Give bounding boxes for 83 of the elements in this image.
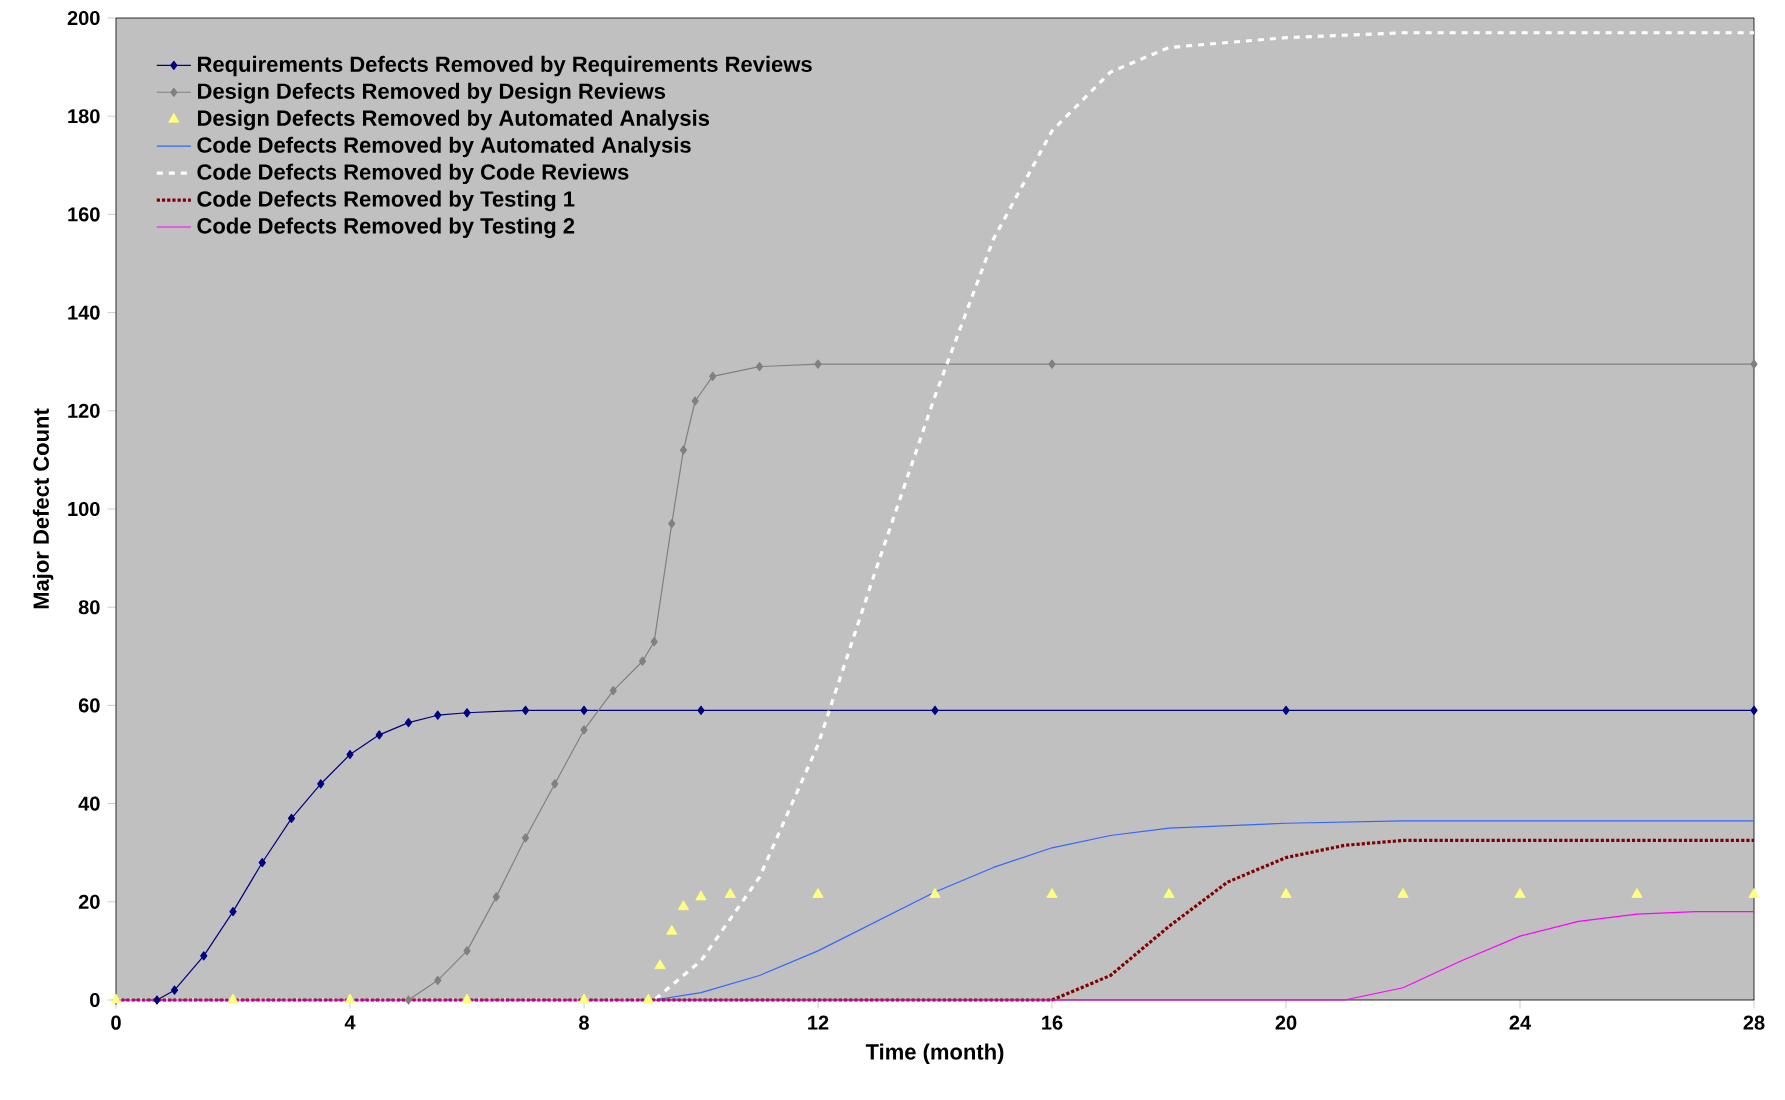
x-tick-label: 24 <box>1509 1015 1532 1030</box>
y-tick-label: 40 <box>78 796 100 811</box>
y-tick-label: 80 <box>78 600 100 615</box>
y-tick-label: 20 <box>78 894 100 909</box>
point <box>317 779 325 789</box>
point <box>650 636 658 647</box>
point <box>229 907 237 917</box>
point <box>404 995 413 1005</box>
point <box>724 888 736 898</box>
legend-label: Code Defects Removed by Automated Analysis <box>197 136 691 158</box>
x-tick-label: 16 <box>1042 1015 1063 1030</box>
point <box>814 359 822 369</box>
y-tick-label: 120 <box>68 403 100 418</box>
x-tick-label: 28 <box>1743 1015 1765 1030</box>
point <box>521 705 530 715</box>
y-axis-title: Major Defect Count <box>32 408 54 609</box>
point <box>931 705 939 715</box>
point <box>580 705 588 715</box>
point <box>258 857 266 868</box>
point <box>654 959 666 970</box>
point <box>642 993 654 1004</box>
legend-label: Code Defects Removed by Testing 1 <box>197 190 575 212</box>
legend-label: Code Defects Removed by Testing 2 <box>197 217 575 239</box>
legend-label: Requirements Defects Removed by Requirements Reviews <box>197 55 812 77</box>
point <box>287 813 296 823</box>
point <box>434 710 442 720</box>
point <box>679 445 688 455</box>
legend-label: Design Defects Removed by Design Reviews <box>197 82 666 104</box>
y-tick-label: 160 <box>68 207 100 222</box>
point <box>461 993 473 1004</box>
point <box>929 888 941 898</box>
y-tick-label: 200 <box>67 10 100 26</box>
point <box>697 705 705 715</box>
point <box>434 975 442 985</box>
point <box>668 519 676 529</box>
point <box>1748 888 1760 898</box>
point <box>812 888 824 898</box>
point <box>666 924 678 935</box>
point <box>691 396 699 406</box>
point <box>344 993 356 1004</box>
point <box>153 995 161 1005</box>
point <box>492 892 500 902</box>
y-tick-label: 140 <box>68 305 100 320</box>
legend-label: Code Defects Removed by Code Reviews <box>197 163 629 185</box>
point <box>1282 705 1290 715</box>
point <box>1280 888 1292 898</box>
y-tick-label: 180 <box>68 109 100 124</box>
point <box>1514 888 1526 898</box>
point <box>1750 705 1758 715</box>
x-tick-label: 4 <box>344 1015 356 1030</box>
y-tick-label: 0 <box>90 992 100 1008</box>
point <box>551 779 559 789</box>
point <box>1048 359 1056 369</box>
point <box>755 362 764 372</box>
point <box>463 946 471 956</box>
point <box>375 730 383 740</box>
point <box>1750 359 1758 369</box>
x-tick-label: 8 <box>579 1015 589 1030</box>
point <box>227 993 239 1004</box>
point <box>638 656 647 666</box>
point <box>578 993 590 1004</box>
legend-label: Design Defects Removed by Automated Analysis <box>197 109 710 131</box>
point <box>1397 888 1409 898</box>
point <box>463 708 471 718</box>
point <box>170 985 179 995</box>
point <box>404 717 413 728</box>
point <box>346 749 354 760</box>
y-tick-label: 60 <box>78 698 100 713</box>
point <box>695 890 707 901</box>
point <box>580 725 588 735</box>
x-tick-label: 20 <box>1275 1015 1297 1030</box>
x-tick-label: 0 <box>111 1015 121 1030</box>
point <box>1163 888 1175 898</box>
point <box>709 371 717 382</box>
point <box>1631 888 1643 898</box>
point <box>521 833 530 843</box>
x-tick-label: 12 <box>808 1015 829 1030</box>
point <box>200 951 208 961</box>
point <box>1046 888 1058 898</box>
y-tick-label: 100 <box>68 501 100 517</box>
point <box>609 686 617 696</box>
point <box>677 900 690 911</box>
x-axis-title: Time (month) <box>865 1043 1004 1064</box>
